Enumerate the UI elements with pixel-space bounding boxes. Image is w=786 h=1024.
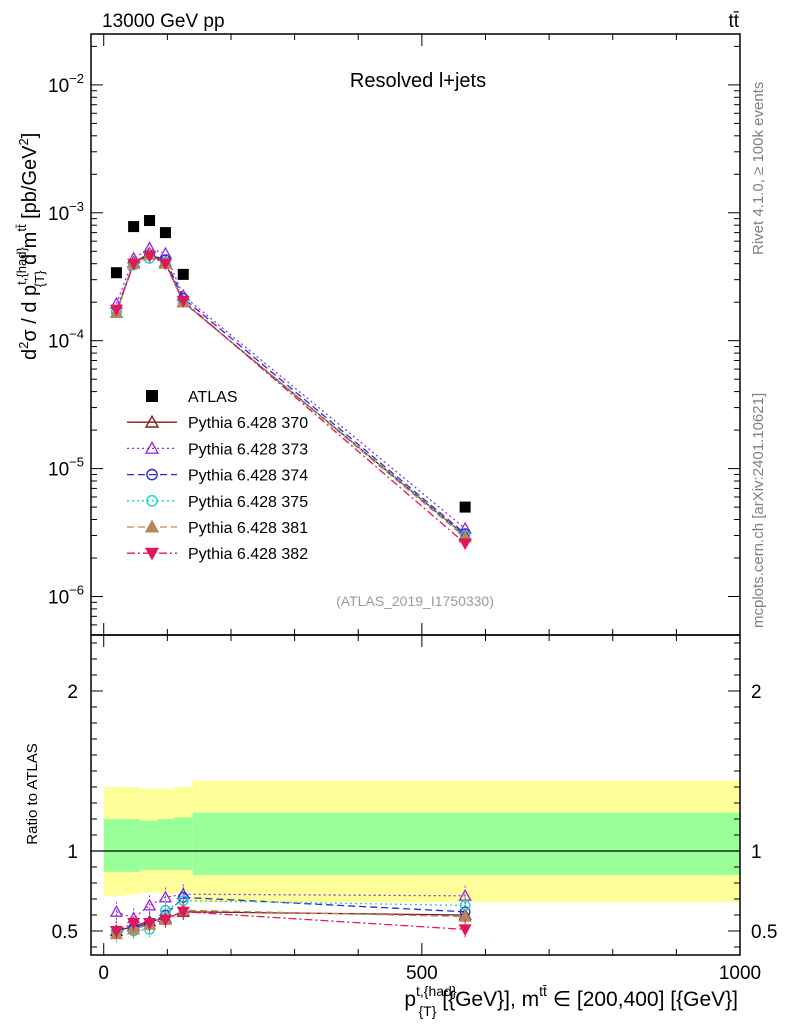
rivet-version-label: Rivet 4.1.0, ≥ 100k events — [750, 82, 767, 255]
uncertainty-band-inner — [192, 812, 740, 875]
main-frame — [90, 33, 741, 636]
main-panel: 10−6 10−5 10−4 10−3 10−2 Resolved l+jets (AT… — [14, 33, 741, 636]
ratio-point-p382 — [127, 918, 141, 930]
ratio-line-p382 — [116, 911, 466, 932]
series-line-p382 — [115, 255, 466, 544]
uncertainty-band-inner — [125, 819, 141, 872]
main-y-tick-label: 10−4 — [48, 327, 84, 353]
legend-marker-data — [146, 390, 158, 402]
legend-marker-p375 — [146, 494, 158, 507]
main-y-axis-label: d2σ / d pt,{had} {T} d mtt̄ [pb/GeV2] — [14, 133, 47, 360]
point-p382 — [176, 295, 190, 308]
process-label: tt̄ — [728, 11, 739, 32]
ratio-y-tick-label: 0.5 — [52, 922, 78, 943]
legend-marker-p381 — [144, 519, 160, 533]
x-tick-label: 1000 — [719, 963, 761, 984]
uncertainty-band-inner — [173, 817, 193, 871]
x-tick-label: 0 — [98, 963, 109, 984]
uncertainty-band-inner — [103, 819, 126, 872]
point-data — [159, 227, 171, 239]
series-line-p374 — [115, 253, 466, 535]
legend-label-p374: Pythia 6.428 374 — [188, 468, 308, 485]
ratio-point-p373 — [109, 904, 124, 917]
main-plot-area — [109, 215, 472, 551]
point-p382 — [109, 304, 123, 317]
point-data — [144, 215, 156, 227]
main-y-tick-label: 10−2 — [48, 71, 84, 97]
legend-label-data: ATLAS — [188, 389, 238, 406]
point-data — [110, 267, 122, 279]
ratio-y-tick-label: 2 — [67, 682, 78, 703]
point-p382 — [158, 258, 172, 271]
legend-marker-p374 — [146, 468, 158, 481]
point-data — [177, 268, 189, 280]
ratio-y-tick-label-right: 1 — [751, 842, 762, 863]
energy-label: 13000 GeV pp — [102, 11, 225, 32]
ratio-panel: 0.5 0.5 1 1 2 2 0 500 1000 Ratio to ATLAS pt,{ha… — [24, 634, 777, 1019]
main-y-tick-label: 10−6 — [48, 582, 84, 608]
ratio-y-tick-label-right: 0.5 — [751, 922, 777, 943]
main-y-axis: 10−6 10−5 10−4 10−3 10−2 — [48, 34, 741, 636]
legend: ATLAS Pythia 6.428 370 Pythia 6.428 373 Pyt… — [127, 389, 308, 563]
analysis-tag: (ATLAS_2019_I1750330) — [336, 593, 494, 609]
ratio-point-p382 — [176, 906, 190, 919]
ratio-y-tick-label-right: 2 — [751, 682, 762, 703]
ratio-point-p382 — [458, 924, 472, 937]
ratio-axes: 0.5 0.5 1 1 2 2 0 500 1000 — [52, 635, 777, 984]
uncertainty-band-inner — [157, 819, 174, 871]
point-p382 — [127, 258, 141, 271]
point-p382 — [458, 538, 472, 551]
legend-label-p370: Pythia 6.428 370 — [188, 415, 308, 432]
x-tick-label: 500 — [406, 963, 438, 984]
legend-marker-p382 — [144, 547, 160, 561]
x-axis-label: pt,{had} {T} [{GeV}], mtt̄ ∈ [200,400] [{… — [404, 983, 738, 1019]
legend-label-p373: Pythia 6.428 373 — [188, 441, 308, 458]
main-y-tick-label: 10−5 — [48, 455, 84, 481]
plot-title: Resolved l+jets — [350, 70, 486, 92]
legend-marker-p370 — [144, 414, 160, 428]
ratio-y-tick-label: 1 — [67, 842, 78, 863]
mcplots-label: mcplots.cern.ch [arXiv:2401.10621] — [750, 393, 767, 628]
ratio-line-p375 — [116, 899, 466, 932]
ratio-point-p382 — [158, 914, 172, 927]
legend-label-p375: Pythia 6.428 375 — [188, 494, 308, 511]
ratio-y-axis-label: Ratio to ATLAS — [24, 743, 41, 844]
uncertainty-band-inner — [140, 820, 158, 871]
ratio-point-p373 — [142, 898, 157, 911]
ratio-plot-area — [91, 780, 740, 945]
point-data — [128, 221, 140, 233]
legend-label-p381: Pythia 6.428 381 — [188, 520, 308, 537]
ratio-point-p382 — [143, 918, 157, 930]
legend-marker-p373 — [144, 440, 160, 454]
ratio-frame — [90, 634, 741, 956]
legend-label-p382: Pythia 6.428 382 — [188, 546, 308, 563]
main-y-tick-label: 10−3 — [48, 199, 84, 225]
point-data — [459, 501, 471, 513]
ratio-point-p382 — [109, 926, 123, 938]
point-p382 — [143, 250, 157, 263]
